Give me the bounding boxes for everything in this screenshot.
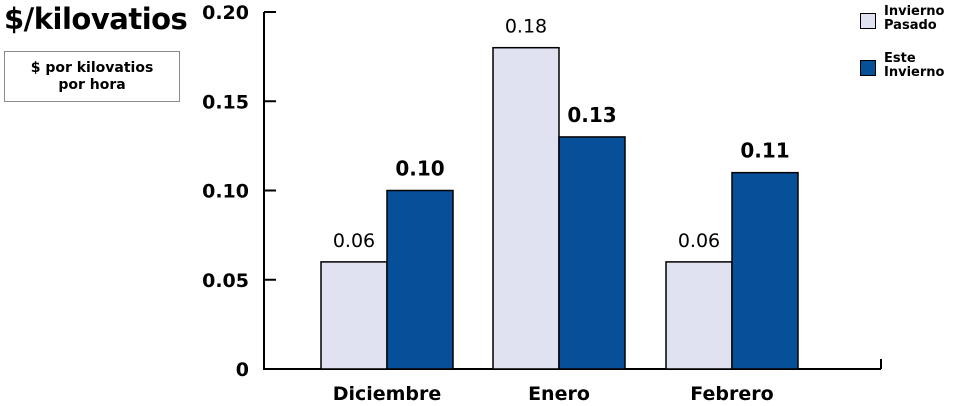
legend-label-invierno-pasado-line-1: Invierno	[884, 4, 945, 19]
x-tick-label: Diciembre	[333, 383, 442, 405]
bar	[558, 136, 626, 370]
unit-label-line-2: por hora	[58, 76, 126, 93]
bar	[492, 46, 560, 370]
y-tick-label: 0.20	[202, 2, 249, 24]
bar	[320, 261, 388, 370]
unit-label-line-1: $ por kilovatios	[30, 59, 154, 76]
data-label: 0.10	[395, 157, 444, 181]
data-label: 0.13	[567, 103, 616, 127]
data-label: 0.18	[505, 16, 547, 38]
legend-swatch-invierno-pasado	[860, 13, 876, 29]
legend-label-invierno-pasado-line-2: Pasado	[884, 18, 937, 33]
data-label: 0.06	[678, 230, 720, 252]
x-tick-label: Febrero	[690, 383, 773, 405]
unit-label-box: $ por kilovatios por hora	[4, 51, 180, 102]
bar	[665, 261, 733, 370]
legend-label-invierno-pasado: Invierno Pasado	[884, 5, 944, 33]
legend-label-este-invierno-line-2: Invierno	[884, 65, 945, 80]
data-label: 0.06	[333, 230, 375, 252]
y-tick-label: 0	[236, 359, 249, 381]
bar	[731, 171, 799, 370]
data-label: 0.11	[740, 139, 789, 163]
y-tick-label: 0.05	[202, 270, 249, 292]
legend-label-este-invierno-line-1: Este	[884, 51, 916, 66]
y-tick-label: 0.15	[202, 91, 249, 113]
x-tick-label: Enero	[528, 383, 590, 405]
legend-label-este-invierno: Este Invierno	[884, 52, 944, 80]
legend-swatch-este-invierno	[860, 60, 876, 76]
bar	[386, 189, 454, 370]
legend-item-este-invierno: Este Invierno	[860, 52, 966, 88]
y-tick-label: 0.10	[202, 181, 249, 203]
legend-item-invierno-pasado: Invierno Pasado	[860, 5, 966, 41]
chart-title: $/kilovatios	[4, 2, 188, 36]
